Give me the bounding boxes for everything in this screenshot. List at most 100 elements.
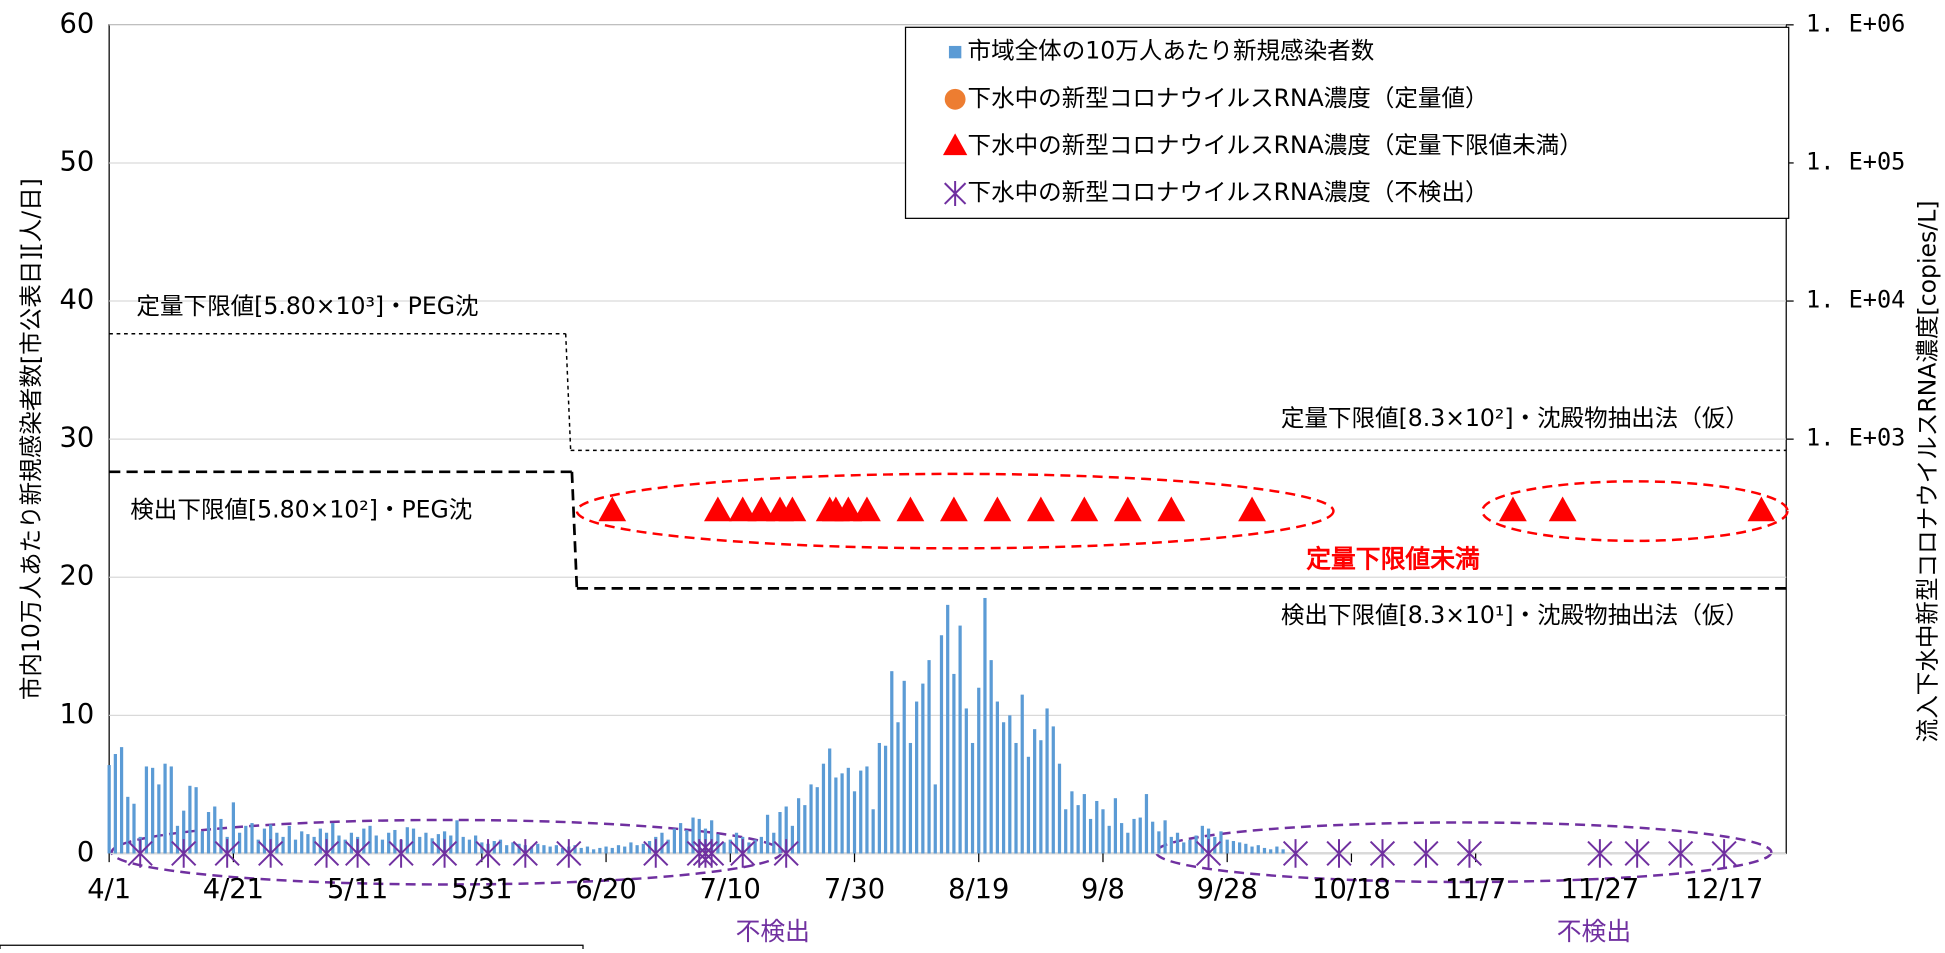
bar bbox=[797, 798, 801, 854]
bar bbox=[1213, 836, 1217, 854]
x-tick-label: 4/21 bbox=[203, 874, 264, 905]
bar bbox=[716, 834, 720, 854]
bar bbox=[1262, 847, 1267, 854]
bar bbox=[1082, 794, 1086, 854]
bar bbox=[318, 828, 322, 854]
bar bbox=[865, 766, 869, 854]
bar bbox=[1169, 836, 1173, 854]
bar bbox=[269, 824, 273, 854]
legend-label: 下水中の新型コロナウイルスRNA濃度（定量値） bbox=[968, 84, 1489, 112]
bar bbox=[461, 836, 465, 854]
scatter-point bbox=[773, 839, 799, 868]
bar bbox=[151, 767, 155, 854]
bar bbox=[436, 834, 440, 854]
bar bbox=[784, 806, 788, 854]
bar bbox=[1163, 820, 1167, 854]
bar bbox=[1194, 835, 1198, 854]
bar bbox=[927, 660, 931, 854]
bar bbox=[430, 838, 434, 854]
bar bbox=[678, 823, 683, 854]
bar bbox=[1256, 845, 1260, 854]
bar bbox=[1182, 842, 1186, 854]
scatter-point bbox=[388, 839, 414, 868]
scatter-point bbox=[1282, 839, 1309, 868]
x-tick-label: 7/30 bbox=[824, 874, 885, 905]
bar bbox=[1033, 729, 1037, 854]
y-tick-label: 60 bbox=[60, 8, 95, 39]
bar bbox=[293, 839, 298, 854]
bar bbox=[312, 836, 316, 854]
bar bbox=[952, 673, 956, 854]
bar bbox=[1238, 842, 1242, 854]
bar bbox=[685, 829, 689, 854]
bar bbox=[455, 820, 459, 854]
bar bbox=[144, 766, 149, 854]
bar bbox=[641, 843, 645, 854]
bar bbox=[132, 803, 136, 854]
bar bbox=[1269, 849, 1273, 854]
scatter-point bbox=[1195, 839, 1222, 868]
bar bbox=[1076, 805, 1080, 854]
scatter-point bbox=[703, 496, 732, 522]
bar bbox=[169, 766, 173, 854]
bar bbox=[970, 742, 975, 854]
bar bbox=[331, 823, 335, 854]
bar bbox=[908, 742, 913, 854]
bar bbox=[219, 818, 223, 854]
bar bbox=[697, 818, 701, 854]
y-tick-label: 40 bbox=[60, 285, 95, 316]
bar bbox=[1231, 841, 1236, 854]
bar bbox=[337, 835, 341, 854]
bar bbox=[1275, 846, 1279, 854]
scatter-point bbox=[313, 839, 340, 868]
bar bbox=[828, 748, 832, 854]
bar bbox=[977, 687, 981, 854]
bar bbox=[598, 847, 602, 854]
limit-label: 定量下限値[8.3×10²]・沈殿物抽出法（仮） bbox=[1281, 404, 1749, 432]
bar bbox=[262, 828, 267, 854]
x-tick-label: 7/10 bbox=[700, 874, 761, 905]
scatter-point bbox=[853, 496, 881, 522]
bar bbox=[287, 825, 291, 854]
bar bbox=[1107, 825, 1111, 854]
y2-tick-label: 1. E+03 bbox=[1806, 424, 1905, 452]
bar bbox=[1095, 800, 1099, 854]
bar bbox=[1039, 740, 1043, 854]
x-tick-label: 6/20 bbox=[575, 874, 636, 905]
bar bbox=[1008, 715, 1012, 854]
x-tick-label: 11/7 bbox=[1445, 874, 1506, 905]
annotation: 不検出 bbox=[736, 917, 810, 946]
bar bbox=[778, 812, 782, 854]
bar bbox=[896, 722, 900, 854]
x-tick-label: 4/1 bbox=[87, 874, 131, 905]
bar bbox=[411, 828, 416, 854]
bar bbox=[1088, 818, 1093, 854]
y2-tick-label: 1. E+05 bbox=[1806, 147, 1905, 175]
bar bbox=[1157, 831, 1161, 854]
scatter-point bbox=[834, 496, 863, 522]
bar bbox=[1070, 791, 1074, 854]
bar bbox=[200, 831, 204, 854]
bar bbox=[859, 770, 863, 854]
y2-tick-label: 1. E+06 bbox=[1806, 9, 1905, 37]
bar bbox=[498, 839, 503, 854]
legend-label: 市域全体の10万人あたり新規感染者数 bbox=[968, 37, 1375, 65]
bar bbox=[157, 784, 161, 854]
legend-marker bbox=[942, 133, 968, 156]
scatter-point bbox=[778, 496, 807, 522]
bar bbox=[163, 763, 167, 854]
bar bbox=[560, 847, 565, 854]
scatter-point bbox=[686, 839, 712, 868]
scatter-point bbox=[1070, 496, 1099, 522]
y-tick-label: 0 bbox=[77, 837, 94, 868]
bar bbox=[1132, 818, 1136, 854]
bar bbox=[921, 683, 925, 854]
bar bbox=[1138, 817, 1142, 854]
annotation: 定量下限値未満 bbox=[1306, 545, 1480, 574]
annotation-ellipse bbox=[1154, 821, 1773, 884]
y-tick-label: 10 bbox=[60, 699, 95, 730]
scatter-point bbox=[127, 839, 153, 868]
limit-label: 検出下限値[8.3×10¹]・沈殿物抽出法（仮） bbox=[1281, 601, 1749, 629]
bar bbox=[1244, 843, 1248, 854]
